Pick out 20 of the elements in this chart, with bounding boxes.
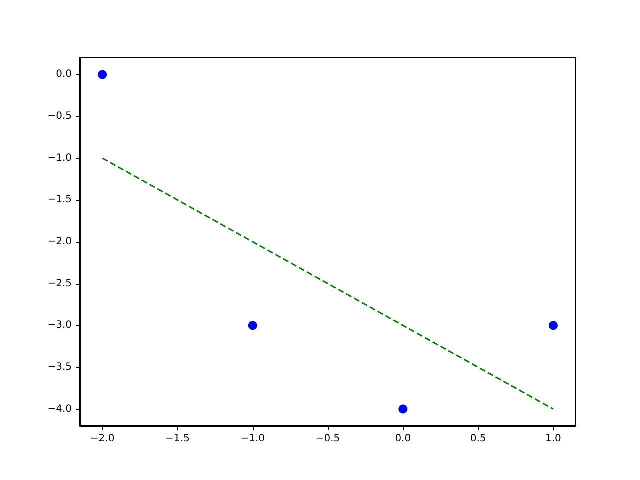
point [98,70,108,80]
x-tick-label: −2.0 [90,434,115,444]
y-tick-label: −2.0 [48,236,72,248]
point [248,321,258,330]
x-tick-label: 0.5 [470,434,486,444]
y-tick-label: −2.5 [48,278,72,290]
point [548,321,558,330]
x-tick-label: 1.0 [546,434,562,444]
point [398,404,408,414]
y-tick-label: −3.5 [48,362,72,373]
x-tick-label: −0.5 [316,434,340,444]
x-tick-label: −1.5 [166,434,190,444]
y-tick-label: −0.5 [48,111,72,122]
x-tick-label: 0.0 [395,434,412,444]
x-tick-label: −1.0 [240,434,265,444]
y-tick-label: 0.0 [56,69,72,80]
y-tick-label: −1.5 [48,194,72,206]
y-tick-label: −4.0 [48,404,72,415]
y-tick-label: −3.0 [48,320,72,332]
y-tick-label: −1.0 [48,152,72,164]
